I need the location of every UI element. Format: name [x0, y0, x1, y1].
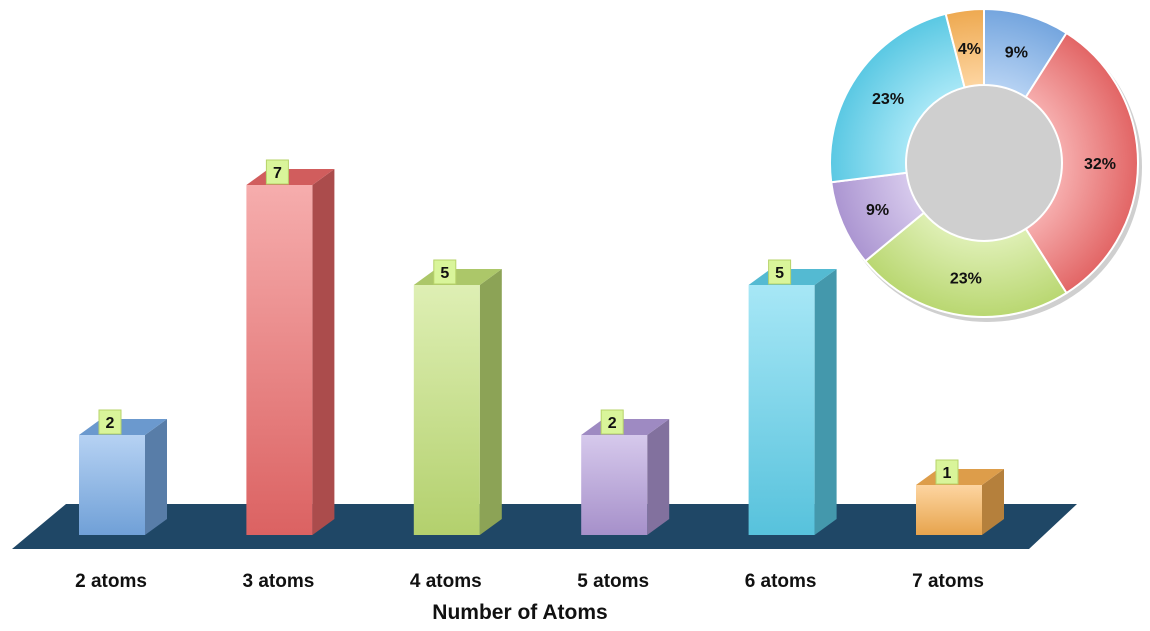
x-tick-label: 5 atoms: [577, 571, 649, 592]
data-label-box: [265, 159, 289, 185]
data-label: 1: [943, 465, 952, 482]
x-axis-tick-labels: 2 atoms 3 atoms 4 atoms 5 atoms 6 atoms 7 ato…: [75, 571, 984, 592]
doughnut-slice-label: 23%: [872, 91, 904, 108]
doughnut-slice-label: 9%: [1005, 45, 1028, 62]
bar-front: [246, 185, 313, 535]
x-tick-label: 4 atoms: [410, 571, 482, 592]
doughnut-slice-label: 32%: [1084, 156, 1116, 173]
bar-5-atoms: 2: [581, 409, 670, 535]
doughnut-slice: [863, 211, 1068, 318]
data-label-box: [768, 259, 792, 285]
data-label-box: [600, 409, 624, 435]
bar-side: [982, 469, 1004, 535]
data-label: 5: [440, 265, 449, 282]
bar-front: [79, 435, 145, 535]
bar-side: [647, 419, 670, 535]
doughnut-slice: [829, 12, 966, 184]
data-label-box: [433, 259, 457, 285]
doughnut-slice-label: 9%: [866, 202, 889, 219]
x-tick-label: 3 atoms: [242, 571, 314, 592]
bar-front: [916, 485, 982, 535]
bar-4-atoms: 5: [413, 259, 502, 535]
doughnut-slice-label: 23%: [950, 271, 982, 288]
x-axis-title: Number of Atoms: [432, 601, 607, 624]
doughnut-slice-label: 4%: [958, 41, 981, 58]
x-tick-label: 2 atoms: [75, 571, 147, 592]
bar-7-atoms: 1: [916, 459, 1004, 535]
bar-side: [312, 169, 335, 535]
bar-6-atoms: 5: [748, 259, 837, 535]
data-label: 7: [273, 165, 282, 182]
data-label-box: [98, 409, 122, 435]
bar-3-atoms: 7: [246, 159, 335, 535]
bar-chart: 2 7 5 2 5 1 2 atoms 3 atoms 4 atoms 5 atoms 6 ato…: [12, 159, 1077, 624]
bar-series: 2 7 5 2 5 1: [79, 159, 1004, 535]
bar-front: [581, 435, 648, 535]
doughnut-chart: 9% 32% 23% 9% 23% 4%: [829, 7, 1142, 322]
bar-side: [814, 269, 837, 535]
doughnut-slice: [944, 7, 985, 89]
doughnut-slice: [1024, 31, 1140, 295]
data-label: 2: [106, 415, 115, 432]
bar-side: [145, 419, 167, 535]
data-label-box: [935, 459, 959, 485]
bar-2-atoms: 2: [79, 409, 167, 535]
bar-front: [748, 285, 815, 535]
data-label: 2: [608, 415, 617, 432]
x-tick-label: 7 atoms: [912, 571, 984, 592]
bar-side: [479, 269, 502, 535]
x-tick-label: 6 atoms: [745, 571, 817, 592]
bar-front: [413, 285, 480, 535]
data-label: 5: [775, 265, 784, 282]
